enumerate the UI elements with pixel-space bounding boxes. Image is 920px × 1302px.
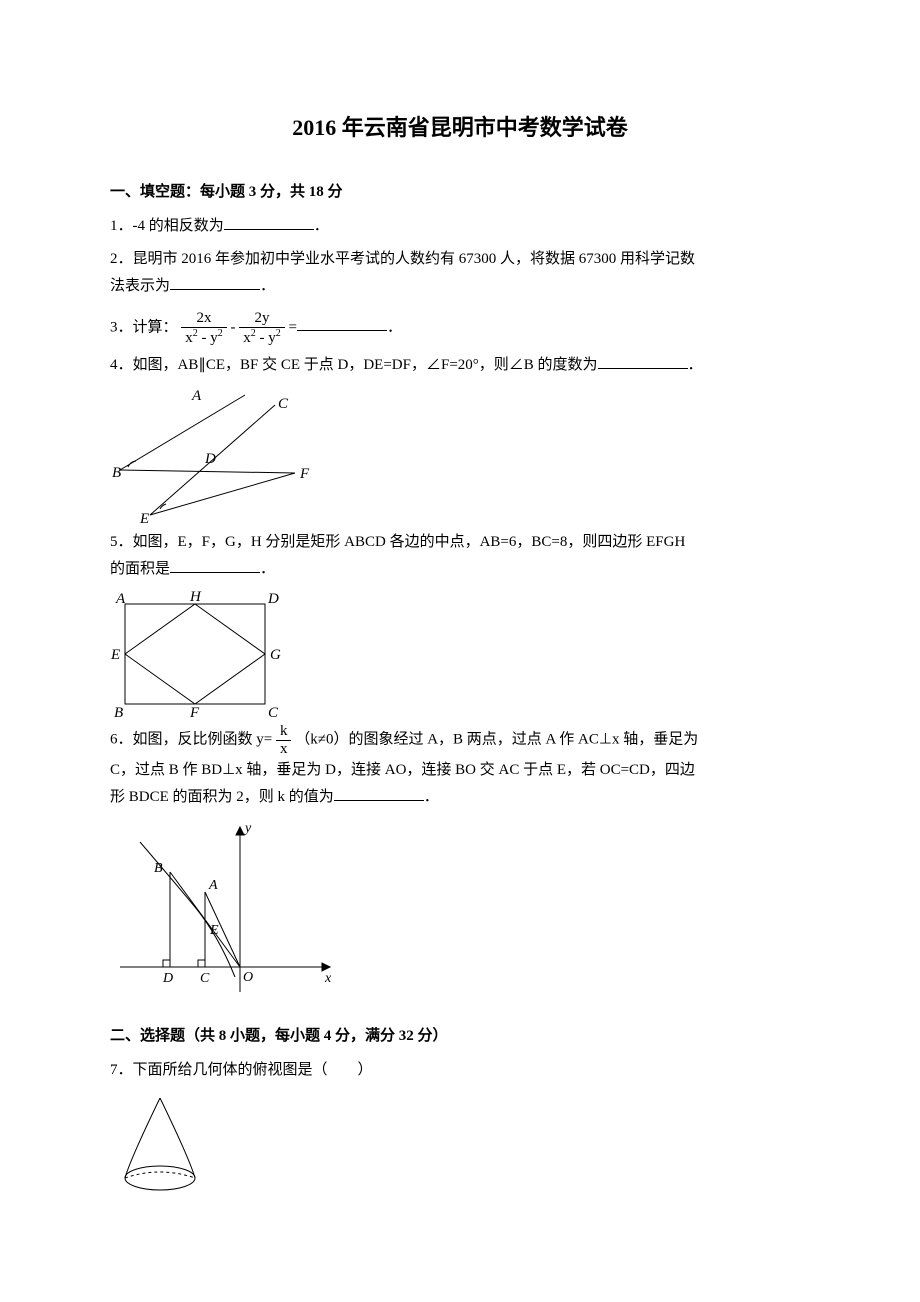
q2-line2-prefix: 法表示为 [110, 278, 170, 294]
q6-label-C: C [200, 971, 210, 986]
q3-frac1-den: x2 - y2 [181, 328, 227, 347]
question-3: 3．计算： 2x x2 - y2 - 2y x2 - y2 = ． [110, 310, 810, 346]
q4-text: 4．如图，AB∥CE，BF 交 CE 于点 D，DE=DF，∠F=20°，则∠B… [110, 357, 598, 373]
q4-label-A: A [191, 388, 202, 404]
q6-label-B: B [154, 861, 163, 876]
q5-figure: A H D E G B F C [110, 589, 810, 719]
question-7: 7．下面所给几何体的俯视图是（ ） [110, 1057, 810, 1084]
q5-label-D: D [267, 591, 279, 607]
page-container: 2016 年云南省昆明市中考数学试卷 一、填空题：每小题 3 分，共 18 分 … [0, 0, 920, 1244]
q4-label-C: C [278, 396, 289, 412]
q6-label-x: x [324, 971, 332, 986]
exam-title: 2016 年云南省昆明市中考数学试卷 [110, 110, 810, 142]
q6-line2: C，过点 B 作 BD⊥x 轴，垂足为 D，连接 AO，连接 BO 交 AC 于… [110, 762, 695, 778]
q6-line3-prefix: 形 BDCE 的面积为 2，则 k 的值为 [110, 789, 334, 805]
q3-frac2-den: x2 - y2 [239, 328, 285, 347]
q1-suffix: ． [314, 218, 329, 234]
q4-label-D: D [204, 451, 216, 467]
question-1: 1．-4 的相反数为 ． [110, 213, 810, 240]
q6-figure: y x O A B C D E [110, 817, 810, 1002]
q5-label-H: H [189, 589, 202, 605]
q5-label-B: B [114, 705, 123, 719]
q5-line2-prefix: 的面积是 [110, 561, 170, 577]
q3-frac2-num: 2y [239, 310, 285, 328]
q5-label-F: F [189, 705, 200, 719]
question-2: 2．昆明市 2016 年参加初中学业水平考试的人数约有 67300 人，将数据 … [110, 246, 810, 300]
q2-line1: 2．昆明市 2016 年参加初中学业水平考试的人数约有 67300 人，将数据 … [110, 251, 695, 267]
q5-blank [170, 558, 260, 573]
q4-figure: A B C D E F [110, 385, 810, 525]
q3-minus: - [231, 319, 236, 335]
q3-suffix: ． [387, 319, 402, 335]
q3-equals: = [289, 319, 297, 335]
q5-label-A: A [115, 591, 126, 607]
q7-figure [110, 1090, 810, 1200]
q4-label-B: B [112, 465, 121, 481]
q4-suffix: ． [688, 357, 703, 373]
section1-heading: 一、填空题：每小题 3 分，共 18 分 [110, 180, 810, 201]
spacer [110, 1006, 810, 1024]
q6-label-O: O [243, 970, 253, 985]
q6-label-y: y [243, 821, 252, 836]
q3-frac2: 2y x2 - y2 [239, 310, 285, 346]
q6-label-A: A [208, 878, 218, 893]
q4-label-E: E [139, 511, 149, 525]
q6-label-D: D [162, 971, 173, 986]
q5-label-E: E [110, 647, 120, 663]
q5-line1: 5．如图，E，F，G，H 分别是矩形 ABCD 各边的中点，AB=6，BC=8，… [110, 534, 685, 550]
q5-label-C: C [268, 705, 279, 719]
q6-frac-num: k [276, 723, 292, 741]
q4-blank [598, 354, 688, 369]
q6-blank [334, 786, 424, 801]
question-6: 6．如图，反比例函数 y= k x （k≠0）的图象经过 A，B 两点，过点 A… [110, 723, 810, 811]
q3-frac1-num: 2x [181, 310, 227, 328]
question-5: 5．如图，E，F，G，H 分别是矩形 ABCD 各边的中点，AB=6，BC=8，… [110, 529, 810, 583]
q6-line1b: （k≠0）的图象经过 A，B 两点，过点 A 作 AC⊥x 轴，垂足为 [295, 731, 698, 747]
q6-suffix: ． [424, 789, 439, 805]
q2-suffix: ． [260, 278, 275, 294]
q6-frac-den: x [276, 741, 292, 758]
q7-text: 7．下面所给几何体的俯视图是（ ） [110, 1062, 373, 1078]
q6-label-E: E [209, 923, 219, 938]
q1-blank [224, 215, 314, 230]
q6-line1a: 6．如图，反比例函数 y= [110, 731, 272, 747]
q3-blank [297, 316, 387, 331]
q1-prefix: 1．-4 的相反数为 [110, 218, 224, 234]
q6-frac: k x [276, 723, 292, 757]
q3-prefix: 3．计算： [110, 319, 178, 335]
section2-heading: 二、选择题（共 8 小题，每小题 4 分，满分 32 分） [110, 1024, 810, 1045]
q4-label-F: F [299, 466, 310, 482]
q3-frac1: 2x x2 - y2 [181, 310, 227, 346]
question-4: 4．如图，AB∥CE，BF 交 CE 于点 D，DE=DF，∠F=20°，则∠B… [110, 352, 810, 379]
q5-label-G: G [270, 647, 281, 663]
q5-suffix: ． [260, 561, 275, 577]
q2-blank [170, 275, 260, 290]
